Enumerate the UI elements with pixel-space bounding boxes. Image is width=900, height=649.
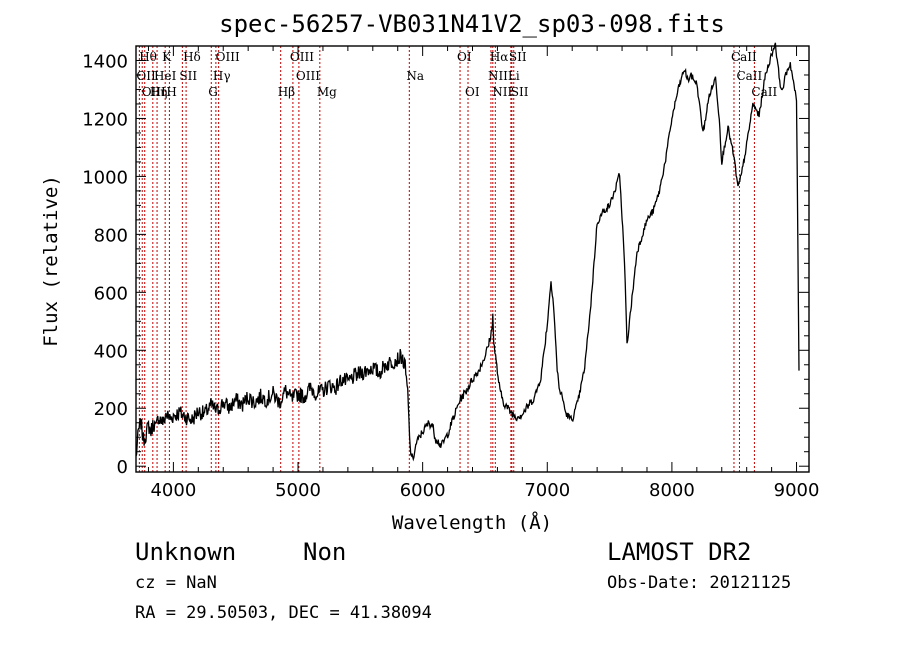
emission-line-label: H — [166, 85, 176, 99]
y-tick-label: 200 — [94, 399, 128, 420]
y-tick-label: 800 — [94, 225, 128, 246]
emission-line-label: Na — [406, 69, 424, 83]
emission-lines — [138, 46, 755, 472]
axis-ticks: 4000 5000 6000 7000 8000 9000 0 200 400 600 800 100… — [82, 46, 819, 501]
x-tick-label: 5000 — [275, 480, 321, 501]
emission-line-label: Li — [508, 69, 520, 83]
coordinates: RA = 29.50503, DEC = 41.38094 — [135, 603, 432, 623]
x-tick-label: 6000 — [400, 480, 446, 501]
object-class: Unknown — [135, 538, 237, 566]
emission-line-label: Hα — [490, 50, 509, 64]
emission-line-label: Hθ — [139, 50, 157, 64]
survey-name: LAMOST DR2 — [607, 538, 752, 566]
y-tick-label: 0 — [117, 457, 128, 478]
emission-line-label: SII — [509, 50, 527, 64]
emission-line-label: Hη — [150, 85, 168, 99]
emission-line-label: CaII — [736, 69, 762, 83]
object-subclass: Non — [303, 538, 347, 566]
emission-line-label: Mg — [317, 85, 337, 99]
spectrum-line — [135, 42, 800, 462]
emission-line-label: NII — [492, 85, 512, 99]
y-tick-label: 400 — [94, 341, 128, 362]
x-axis-label: Wavelength (Å) — [392, 511, 552, 534]
emission-line-label: OIII — [296, 69, 320, 83]
emission-line-label: CaII — [751, 85, 777, 99]
emission-line-label: K — [162, 50, 172, 64]
y-tick-label: 1200 — [82, 109, 128, 130]
chart-title: spec-56257-VB031N41V2_sp03-098.fits — [219, 10, 725, 38]
y-tick-label: 1400 — [82, 51, 128, 72]
emission-line-label: OIII — [290, 50, 314, 64]
emission-line-label: CaII — [731, 50, 757, 64]
x-tick-label: 9000 — [774, 480, 820, 501]
emission-line-label: Hδ — [183, 50, 201, 64]
emission-line-label: SII — [511, 85, 529, 99]
emission-line-label: Hγ — [213, 69, 231, 83]
emission-line-label: OIII — [216, 50, 240, 64]
y-axis-label: Flux (relative) — [40, 175, 62, 347]
x-tick-label: 4000 — [150, 480, 196, 501]
redshift-text: cz = NaN — [135, 573, 217, 593]
emission-line-label: OIII — [142, 85, 166, 99]
y-tick-label: 1000 — [82, 167, 128, 188]
emission-line-label: OI — [457, 50, 472, 64]
plot-frame — [135, 45, 810, 473]
emission-line-label: OI — [465, 85, 480, 99]
emission-line-label: Hβ — [278, 85, 295, 99]
x-tick-label: 7000 — [524, 480, 570, 501]
emission-line-label: SII — [179, 69, 197, 83]
obs-date: Obs-Date: 20121125 — [607, 573, 792, 593]
emission-line-label: HeI — [154, 69, 177, 83]
emission-line-label: NII — [488, 69, 508, 83]
emission-line-label: G — [208, 85, 218, 99]
y-tick-label: 600 — [94, 283, 128, 304]
x-tick-label: 8000 — [649, 480, 695, 501]
emission-line-label: OII — [136, 69, 156, 83]
